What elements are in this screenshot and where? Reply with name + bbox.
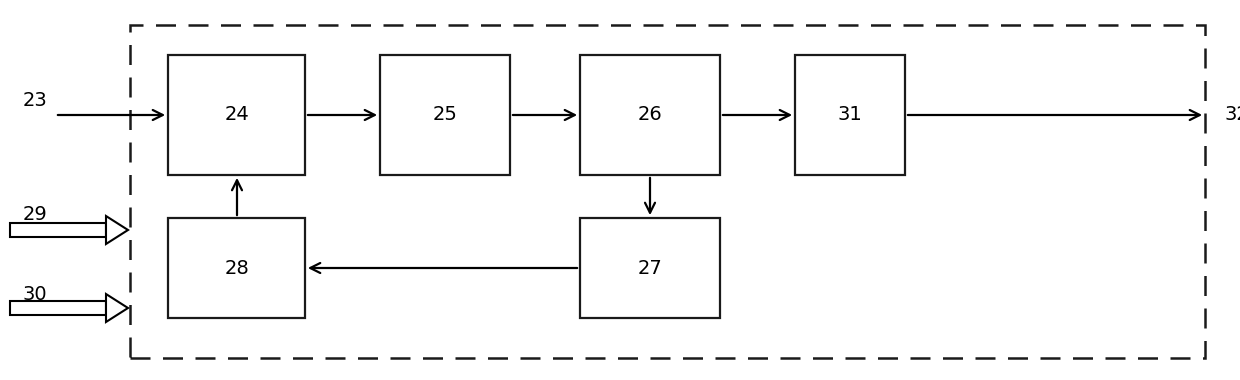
Bar: [167, 55, 305, 175]
Polygon shape: [105, 216, 128, 244]
Text: 25: 25: [433, 106, 458, 125]
Bar: [580, 55, 720, 175]
Text: 26: 26: [637, 106, 662, 125]
Bar: [167, 218, 305, 318]
Bar: [580, 218, 720, 318]
Polygon shape: [105, 294, 128, 322]
Bar: [130, 25, 1205, 358]
Text: 27: 27: [637, 258, 662, 277]
Text: 29: 29: [22, 206, 47, 225]
Text: 31: 31: [838, 106, 862, 125]
Bar: [10, 223, 105, 237]
Text: 24: 24: [224, 106, 249, 125]
Bar: [10, 301, 105, 315]
Bar: [795, 55, 905, 175]
Text: 23: 23: [22, 90, 47, 109]
Text: 32: 32: [1225, 106, 1240, 125]
Bar: [379, 55, 510, 175]
Text: 28: 28: [224, 258, 249, 277]
Text: 30: 30: [22, 285, 47, 304]
